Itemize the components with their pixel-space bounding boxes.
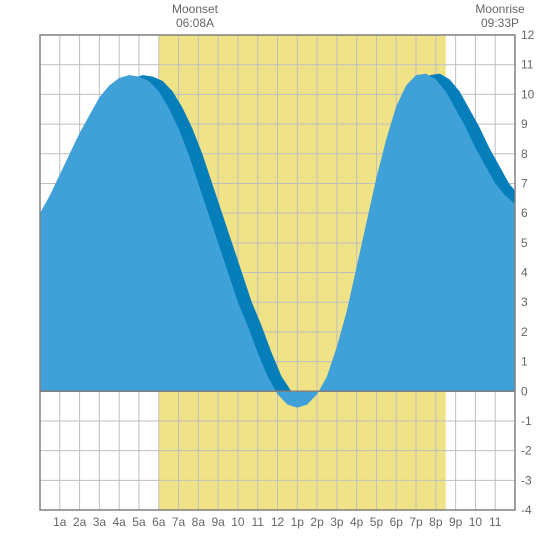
svg-text:10: 10 xyxy=(469,515,483,529)
svg-text:4: 4 xyxy=(521,266,528,280)
svg-text:10: 10 xyxy=(521,87,535,101)
svg-text:5p: 5p xyxy=(370,515,384,529)
moonrise-title: Moonrise xyxy=(460,2,540,16)
svg-text:2: 2 xyxy=(521,325,528,339)
svg-text:5a: 5a xyxy=(132,515,146,529)
svg-text:1: 1 xyxy=(521,355,528,369)
svg-text:-4: -4 xyxy=(521,503,532,517)
chart-svg: -4-3-2-101234567891011121a2a3a4a5a6a7a8a… xyxy=(0,0,550,550)
svg-text:8p: 8p xyxy=(429,515,443,529)
svg-text:0: 0 xyxy=(521,384,528,398)
moonset-label: Moonset 06:08A xyxy=(155,2,235,31)
moonrise-label: Moonrise 09:33P xyxy=(460,2,540,31)
svg-text:2a: 2a xyxy=(73,515,87,529)
svg-text:6a: 6a xyxy=(152,515,166,529)
svg-text:8a: 8a xyxy=(192,515,206,529)
svg-text:4a: 4a xyxy=(112,515,126,529)
svg-text:8: 8 xyxy=(521,147,528,161)
svg-text:11: 11 xyxy=(251,515,264,529)
svg-text:-3: -3 xyxy=(521,473,532,487)
svg-text:11: 11 xyxy=(489,515,502,529)
tide-chart: Moonset 06:08A Moonrise 09:33P -4 -3 -2 -1 0… xyxy=(0,0,550,550)
svg-text:4p: 4p xyxy=(350,515,364,529)
svg-text:5: 5 xyxy=(521,236,528,250)
svg-text:1p: 1p xyxy=(291,515,305,529)
svg-text:11: 11 xyxy=(521,58,534,72)
svg-text:3: 3 xyxy=(521,295,528,309)
svg-text:9a: 9a xyxy=(211,515,225,529)
svg-text:9p: 9p xyxy=(449,515,463,529)
svg-text:1a: 1a xyxy=(53,515,67,529)
moonset-title: Moonset xyxy=(155,2,235,16)
svg-text:3p: 3p xyxy=(330,515,344,529)
svg-text:6p: 6p xyxy=(390,515,404,529)
svg-text:7p: 7p xyxy=(409,515,423,529)
moonset-time: 06:08A xyxy=(155,16,235,30)
svg-text:2p: 2p xyxy=(310,515,324,529)
moonrise-time: 09:33P xyxy=(460,16,540,30)
svg-text:7: 7 xyxy=(521,176,528,190)
svg-text:10: 10 xyxy=(231,515,245,529)
svg-text:12: 12 xyxy=(271,515,285,529)
svg-text:3a: 3a xyxy=(93,515,107,529)
svg-text:6: 6 xyxy=(521,206,528,220)
svg-text:-2: -2 xyxy=(521,444,532,458)
svg-text:7a: 7a xyxy=(172,515,186,529)
svg-text:9: 9 xyxy=(521,117,528,131)
svg-text:-1: -1 xyxy=(521,414,532,428)
